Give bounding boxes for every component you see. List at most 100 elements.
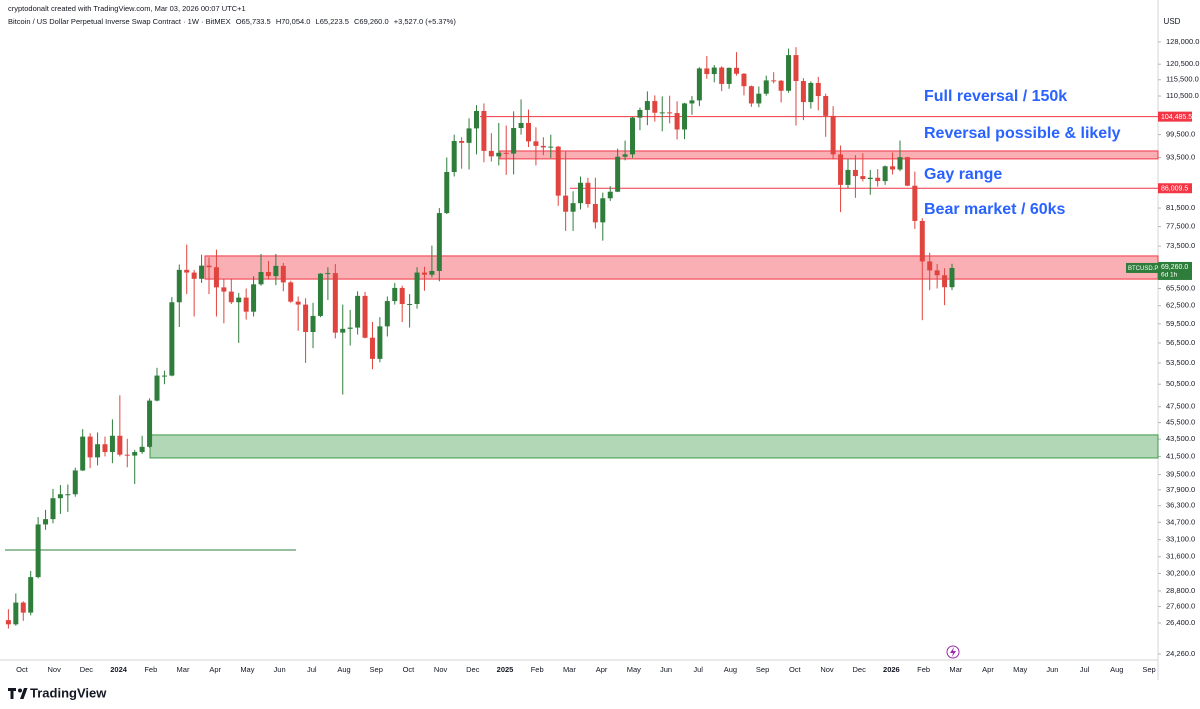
candle-body xyxy=(793,55,799,82)
candle xyxy=(154,367,160,402)
y-tick-label: 26,400.0 xyxy=(1166,618,1195,627)
y-tick-label: 41,500.0 xyxy=(1166,451,1195,460)
x-tick-label: Apr xyxy=(596,665,608,674)
candle-body xyxy=(704,68,710,75)
candle xyxy=(800,78,806,121)
candle xyxy=(912,171,918,229)
candle-body xyxy=(786,55,792,91)
candle xyxy=(347,309,353,346)
ohlc-low: L65,223.5 xyxy=(315,17,349,26)
candle xyxy=(65,484,71,512)
credit: cryptodonalt created with TradingView.co… xyxy=(8,4,246,13)
candle xyxy=(904,156,910,187)
candle xyxy=(421,266,427,291)
candle-body xyxy=(592,204,598,223)
x-tick-label: May xyxy=(240,665,254,674)
zone xyxy=(204,255,1159,280)
candle-body xyxy=(369,337,375,359)
candle xyxy=(444,157,450,214)
y-tick-label: 45,500.0 xyxy=(1166,418,1195,427)
candle-body xyxy=(570,203,576,212)
candle-body xyxy=(533,141,539,146)
candle-body xyxy=(362,295,368,338)
candle-body xyxy=(682,103,688,130)
x-tick-label: Oct xyxy=(403,665,416,674)
candle-body xyxy=(332,273,338,333)
x-tick-label: Jun xyxy=(1046,665,1058,674)
candle-body xyxy=(429,270,435,275)
candle-body xyxy=(726,67,732,84)
candle-body xyxy=(511,128,517,154)
y-tick-label: 120,500.0 xyxy=(1166,59,1199,68)
candle xyxy=(689,96,695,115)
annotation: Bear market / 60ks xyxy=(924,201,1066,218)
candle xyxy=(325,267,331,300)
candle xyxy=(206,257,212,295)
candle xyxy=(897,140,903,172)
candle xyxy=(161,370,167,385)
candle xyxy=(466,118,472,170)
candle xyxy=(184,244,190,295)
candle-body xyxy=(578,182,584,204)
candle-body xyxy=(860,176,866,179)
candle-body xyxy=(852,169,858,177)
candle xyxy=(927,252,933,291)
x-tick-label: May xyxy=(1013,665,1027,674)
candle xyxy=(258,253,264,286)
y-tick-label: 34,700.0 xyxy=(1166,517,1195,526)
candle-body xyxy=(28,577,34,613)
candle xyxy=(28,571,34,616)
candle xyxy=(392,282,398,305)
candle xyxy=(592,177,598,229)
candle xyxy=(5,609,11,629)
candle-body xyxy=(421,272,427,275)
candle-body xyxy=(659,112,665,114)
candle xyxy=(734,52,740,76)
candle-body xyxy=(815,82,821,97)
candle xyxy=(533,127,539,166)
currency: USD xyxy=(1164,17,1181,26)
candle-body xyxy=(897,157,903,170)
x-tick-label: May xyxy=(627,665,641,674)
candle xyxy=(637,107,643,131)
candle-body xyxy=(741,73,747,87)
candle xyxy=(578,176,584,210)
candle xyxy=(659,96,665,132)
candle-body xyxy=(734,67,740,74)
y-tick-label: 73,500.0 xyxy=(1166,241,1195,250)
candle-body xyxy=(882,166,888,182)
candle xyxy=(778,80,784,103)
candle-body xyxy=(496,152,502,157)
y-tick-label: 128,000.0 xyxy=(1166,37,1199,46)
candle xyxy=(585,177,591,208)
candle xyxy=(949,263,955,291)
candle xyxy=(838,145,844,213)
candle xyxy=(667,95,673,124)
x-tick-label: Mar xyxy=(949,665,962,674)
candle-body xyxy=(124,454,130,456)
price-label-bg xyxy=(1158,261,1192,280)
x-tick-label: Aug xyxy=(337,665,350,674)
candle-body xyxy=(459,140,465,143)
candle-body xyxy=(875,177,881,182)
x-tick-label: Nov xyxy=(820,665,834,674)
candle xyxy=(147,398,153,448)
candle-body xyxy=(50,498,56,520)
x-tick-label: Feb xyxy=(917,665,930,674)
candle xyxy=(815,76,821,111)
candle xyxy=(496,122,502,166)
candle xyxy=(860,153,866,182)
candle-body xyxy=(20,602,26,613)
candle xyxy=(429,245,435,278)
candle xyxy=(265,260,271,280)
candle xyxy=(503,125,509,175)
x-tick-label: Jul xyxy=(1080,665,1090,674)
candle xyxy=(607,186,613,201)
candle-body xyxy=(719,67,725,84)
candle-body xyxy=(548,146,554,148)
candle-body xyxy=(139,446,145,453)
candle-body xyxy=(904,157,910,186)
candle-body xyxy=(206,265,212,268)
candle-body xyxy=(451,140,457,172)
candle-body xyxy=(213,267,219,288)
